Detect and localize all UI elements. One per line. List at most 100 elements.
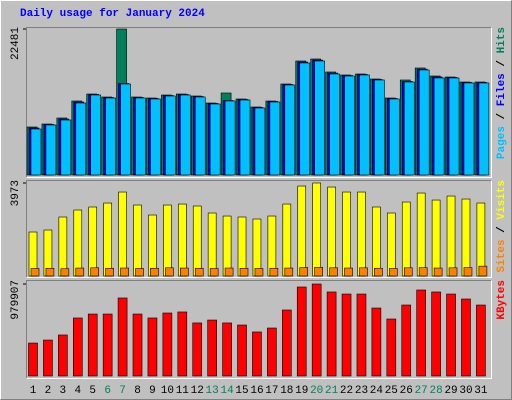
bar — [222, 215, 232, 277]
x-tick-label: 4 — [74, 385, 81, 397]
x-tick-label: 31 — [474, 385, 488, 397]
x-tick-label: 29 — [444, 385, 457, 397]
legend-entry: Pages — [496, 126, 508, 159]
bar — [105, 267, 114, 277]
legend-entry: KBytes — [496, 280, 508, 320]
bar — [180, 267, 189, 277]
bar — [342, 191, 351, 277]
x-tick-label: 24 — [370, 385, 384, 397]
bar — [224, 267, 234, 277]
bar — [207, 212, 217, 277]
panel-frame-light — [26, 180, 492, 278]
bar — [312, 182, 321, 277]
x-tick-label: 13 — [206, 385, 219, 397]
x-tick-label: 10 — [161, 385, 174, 397]
bar — [299, 267, 309, 277]
x-tick-label: 20 — [310, 385, 323, 397]
bar — [150, 98, 161, 176]
bar — [359, 267, 368, 277]
bar — [356, 293, 367, 377]
bar — [267, 327, 277, 377]
bar — [102, 313, 113, 377]
bar — [476, 202, 486, 277]
bar — [180, 94, 191, 176]
legend-separator: / — [496, 53, 508, 73]
panel-frame-dark — [26, 27, 492, 178]
bar — [403, 267, 413, 277]
bar — [282, 203, 292, 277]
x-tick-label: 3 — [60, 385, 67, 397]
bar — [135, 268, 144, 277]
bar — [344, 75, 355, 176]
bar — [147, 317, 158, 377]
bar — [30, 128, 42, 176]
bar — [463, 267, 473, 277]
bar — [463, 82, 475, 176]
bar — [344, 267, 353, 277]
bar — [192, 205, 202, 277]
bar — [418, 69, 430, 176]
bar — [357, 191, 366, 277]
bar — [163, 204, 172, 277]
bar — [252, 331, 262, 377]
bar — [150, 267, 159, 277]
bar — [120, 267, 129, 277]
bar — [267, 215, 277, 277]
bar — [418, 267, 428, 277]
bar — [371, 307, 382, 377]
bar — [148, 214, 157, 277]
bar — [311, 283, 322, 377]
bar — [448, 267, 458, 277]
bar — [389, 268, 398, 277]
bar — [476, 304, 486, 377]
bar — [269, 101, 281, 176]
x-tick-label: 26 — [400, 385, 413, 397]
bar — [446, 195, 456, 277]
x-tick-label: 9 — [149, 385, 156, 397]
x-tick-label: 1 — [30, 385, 37, 397]
x-tick-label: 17 — [265, 385, 278, 397]
bar — [120, 83, 131, 176]
bar — [401, 201, 411, 277]
bar — [194, 267, 204, 277]
legend: KBytes — [496, 280, 508, 320]
x-tick-label: 19 — [295, 385, 308, 397]
x-tick-label: 6 — [104, 385, 111, 397]
bar — [461, 298, 471, 377]
bar — [299, 62, 311, 176]
legend-entry: Hits — [496, 27, 508, 53]
y-tick-label: 3973 — [10, 180, 22, 206]
bar — [284, 84, 296, 176]
bar — [209, 268, 219, 277]
bar — [72, 317, 83, 377]
bar — [374, 79, 385, 176]
bar — [239, 267, 249, 277]
bar — [326, 291, 337, 377]
bar — [133, 204, 142, 277]
x-tick-label: 22 — [340, 385, 353, 397]
x-tick-label: 16 — [250, 385, 263, 397]
bar — [478, 82, 490, 176]
bar — [401, 304, 412, 377]
bar — [28, 342, 38, 377]
panel-frame-dark — [26, 180, 492, 278]
bar — [118, 191, 127, 277]
x-tick-label: 11 — [176, 385, 190, 397]
bar — [103, 202, 112, 277]
bar — [314, 60, 325, 176]
x-tick-label: 12 — [191, 385, 204, 397]
bar — [209, 103, 221, 176]
bar — [254, 268, 264, 277]
bar — [252, 218, 262, 277]
x-tick-label: 30 — [459, 385, 472, 397]
bar — [194, 96, 206, 176]
bar — [75, 267, 85, 277]
bar — [329, 73, 340, 176]
bar — [431, 199, 441, 277]
bar — [433, 77, 445, 176]
x-tick-label: 14 — [220, 385, 234, 397]
x-tick-label: 7 — [119, 385, 126, 397]
bar — [386, 318, 397, 377]
bar — [239, 99, 251, 176]
